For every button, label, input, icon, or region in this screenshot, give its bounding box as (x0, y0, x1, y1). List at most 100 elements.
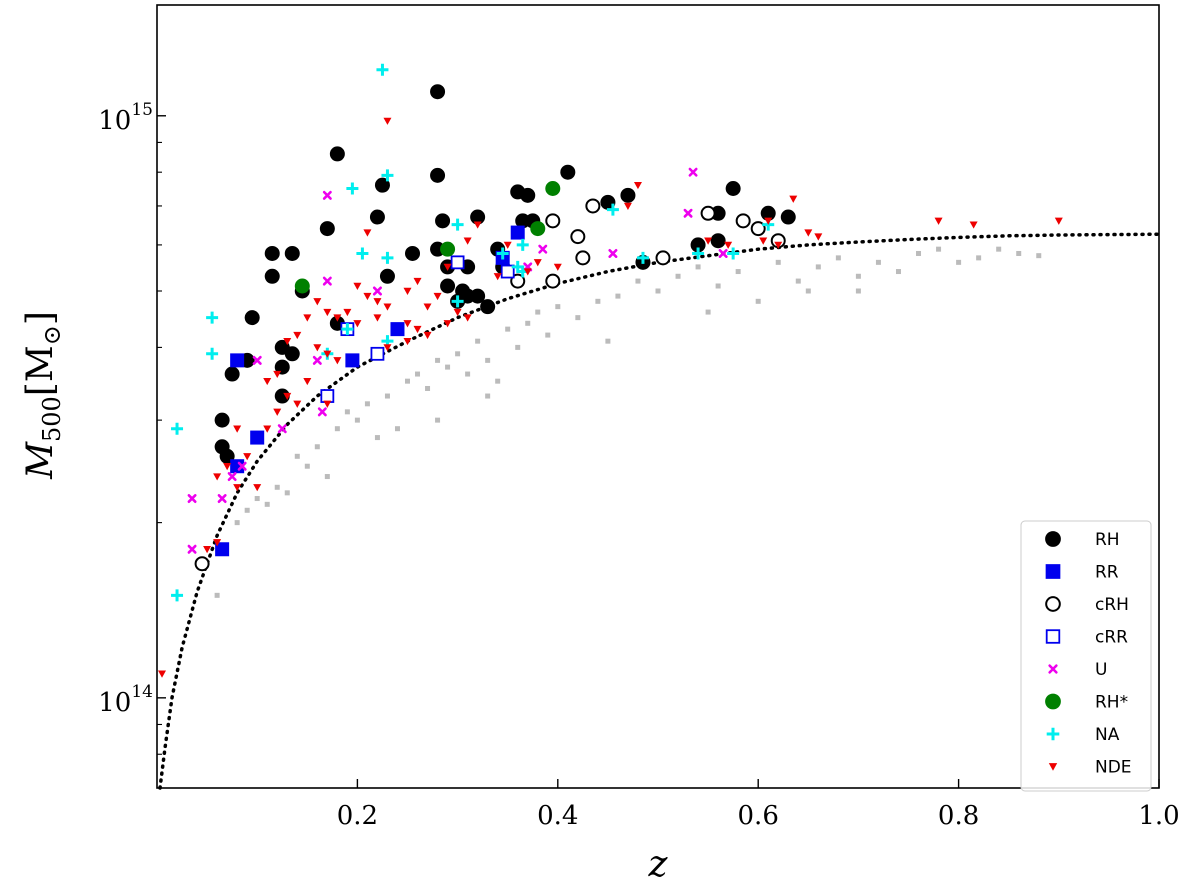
data-point (608, 248, 618, 258)
data-point (1054, 217, 1063, 225)
y-axis-label-bracket: [M (20, 345, 61, 396)
x-tick-label: 0.4 (537, 801, 578, 831)
data-point (187, 494, 197, 504)
data-point (230, 353, 245, 368)
background-point (775, 259, 781, 265)
data-point (194, 556, 210, 572)
data-point (303, 377, 312, 386)
data-point (523, 268, 532, 276)
background-point (755, 298, 761, 304)
data-point (252, 355, 262, 365)
data-point (724, 241, 733, 249)
data-point (213, 473, 222, 481)
data-point (303, 314, 312, 322)
background-points (214, 246, 1042, 598)
background-point (936, 246, 942, 252)
data-point (233, 484, 242, 492)
background-point (214, 592, 220, 598)
data-point (538, 244, 548, 254)
data-point (750, 221, 766, 237)
plot-frame (156, 4, 1160, 789)
data-point (244, 310, 260, 326)
data-point (463, 237, 472, 245)
data-point (319, 221, 335, 237)
data-point (383, 344, 392, 352)
data-point (545, 213, 561, 229)
data-point (187, 544, 197, 554)
data-point (655, 250, 671, 266)
data-point (440, 241, 456, 257)
y-tick-label: 1015 (98, 100, 153, 136)
background-point (234, 520, 240, 526)
data-point (403, 337, 412, 346)
data-series (158, 63, 1063, 678)
legend-marker (1045, 531, 1061, 547)
legend-label: cRR (1095, 628, 1128, 648)
data-point (690, 237, 706, 253)
data-point (203, 546, 212, 554)
legend-marker (1045, 596, 1061, 612)
data-point (294, 278, 310, 294)
background-point (575, 315, 581, 321)
legend: RH RR cRH cRR U RH* NA NDE (1020, 520, 1152, 792)
data-point (503, 241, 512, 249)
legend-item: RR (1045, 563, 1119, 583)
data-point (213, 539, 222, 547)
background-point (555, 304, 561, 310)
background-point (675, 273, 681, 279)
data-point (727, 247, 740, 260)
background-point (294, 453, 300, 459)
series-crh (194, 198, 786, 572)
data-point (215, 542, 230, 557)
background-point (334, 426, 340, 432)
axis-ticks: 0.2 0.4 0.6 0.8 1.0 1014 1015 (98, 100, 1179, 831)
data-point (206, 311, 219, 324)
data-point (363, 292, 372, 301)
legend-box (1020, 520, 1152, 792)
background-point (425, 385, 431, 391)
legend-item: RH* (1045, 693, 1128, 713)
data-point (329, 146, 345, 162)
data-point (496, 247, 509, 260)
data-point (435, 213, 451, 229)
background-point (815, 264, 821, 270)
data-point (405, 245, 421, 261)
legend-item: U (1048, 660, 1107, 680)
data-point (363, 229, 372, 237)
x-tick-label: 1.0 (1138, 801, 1179, 831)
data-point (227, 472, 237, 482)
background-point (495, 378, 501, 384)
data-point (277, 424, 287, 434)
background-point (324, 474, 330, 480)
data-point (224, 366, 240, 382)
data-point (263, 377, 272, 386)
data-point (383, 117, 392, 125)
legend-marker (1048, 664, 1058, 674)
data-point (284, 245, 300, 261)
threshold-curve-line (158, 232, 1161, 790)
background-point (976, 255, 982, 261)
legend-item: RH (1045, 530, 1120, 550)
data-point (273, 408, 282, 416)
series-rr (215, 225, 525, 557)
data-point (443, 263, 452, 271)
data-point (323, 308, 332, 317)
y-axis-label-main: M (20, 441, 61, 480)
data-point (718, 248, 728, 258)
data-point (390, 322, 405, 337)
data-point (735, 213, 751, 229)
data-point (585, 198, 601, 214)
background-point (875, 259, 881, 265)
legend-item: cRH (1045, 595, 1129, 615)
legend-marker (1046, 727, 1060, 741)
data-point (264, 268, 280, 284)
data-point (273, 370, 282, 379)
data-point (510, 225, 525, 240)
data-point (575, 250, 591, 266)
data-point (171, 422, 184, 435)
data-point (381, 251, 394, 264)
data-point (370, 346, 385, 361)
series-na (171, 63, 775, 602)
data-point (264, 245, 280, 261)
